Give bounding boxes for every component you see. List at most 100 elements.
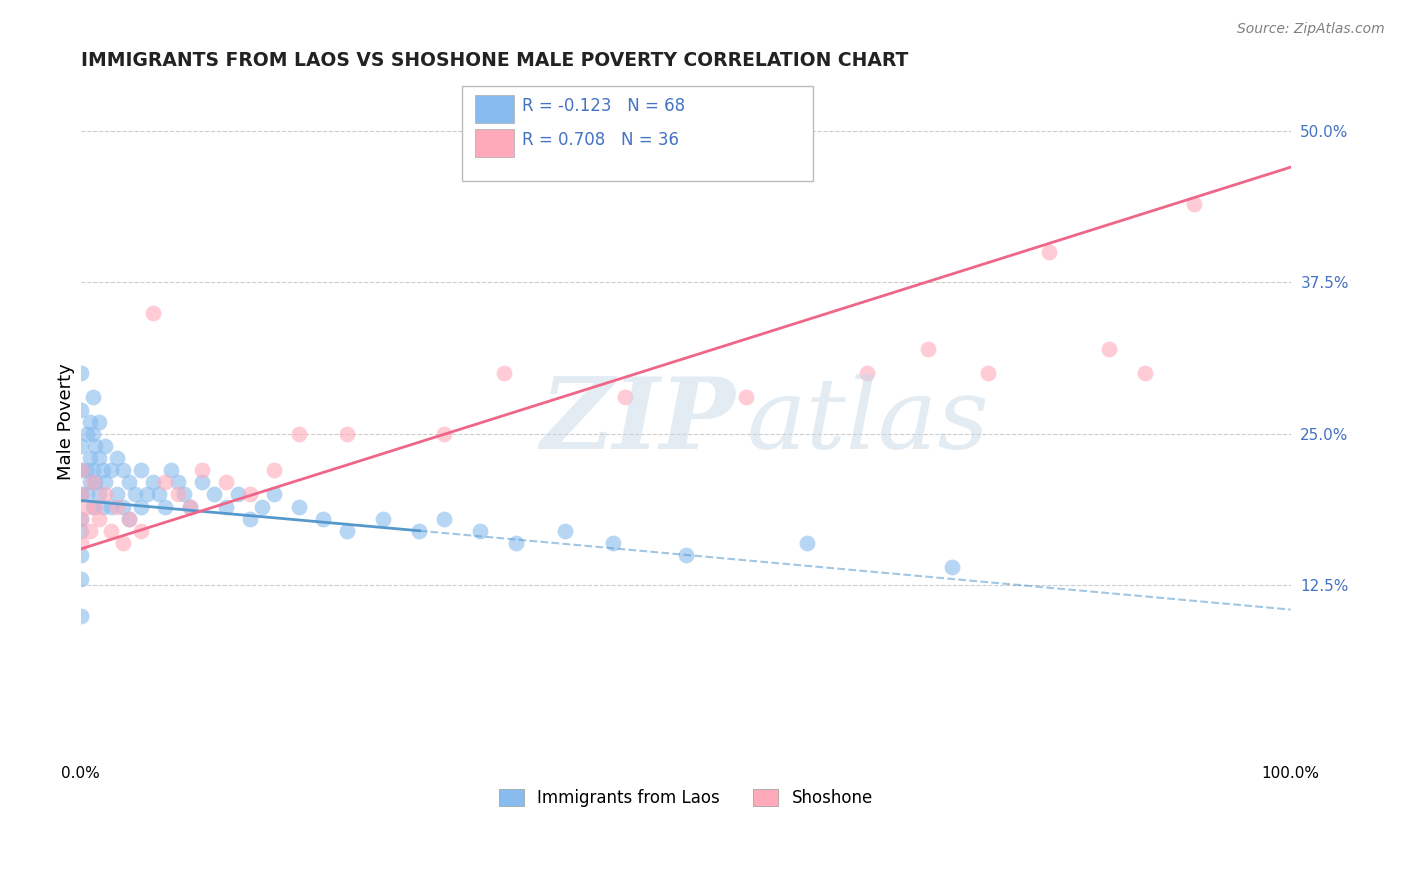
Point <box>91 463 114 477</box>
FancyBboxPatch shape <box>475 128 513 157</box>
Point <box>433 511 456 525</box>
Point <box>190 463 212 477</box>
Point <box>69 487 91 501</box>
Point <box>82 500 104 514</box>
Point <box>69 524 91 538</box>
Point <box>373 511 395 525</box>
Point <box>129 463 152 477</box>
Point <box>735 391 758 405</box>
Point <box>87 415 110 429</box>
Text: R = 0.708   N = 36: R = 0.708 N = 36 <box>523 131 679 149</box>
Point <box>179 500 201 514</box>
Point <box>84 439 107 453</box>
Point <box>69 548 91 562</box>
Point <box>155 500 177 514</box>
Point <box>190 475 212 490</box>
Point <box>155 475 177 490</box>
Point <box>129 500 152 514</box>
Point <box>87 487 110 501</box>
Point <box>239 511 262 525</box>
Point <box>614 391 637 405</box>
FancyBboxPatch shape <box>461 86 813 181</box>
Point <box>250 500 273 514</box>
Point <box>263 487 285 501</box>
Point <box>312 511 335 525</box>
Point <box>79 451 101 466</box>
Point <box>160 463 183 477</box>
Point <box>76 487 98 501</box>
Point <box>148 487 170 501</box>
Point <box>1038 245 1060 260</box>
FancyBboxPatch shape <box>475 95 513 123</box>
Text: R = -0.123   N = 68: R = -0.123 N = 68 <box>523 97 686 115</box>
Point <box>94 487 117 501</box>
Point <box>287 426 309 441</box>
Y-axis label: Male Poverty: Male Poverty <box>58 363 75 480</box>
Point <box>79 524 101 538</box>
Point <box>94 475 117 490</box>
Point <box>554 524 576 538</box>
Point <box>112 536 135 550</box>
Point <box>468 524 491 538</box>
Point <box>129 524 152 538</box>
Point <box>856 366 879 380</box>
Point <box>336 426 359 441</box>
Point <box>76 500 98 514</box>
Point <box>118 511 141 525</box>
Point <box>179 500 201 514</box>
Point <box>100 463 122 477</box>
Point <box>1135 366 1157 380</box>
Point <box>1098 342 1121 356</box>
Point <box>112 500 135 514</box>
Point <box>602 536 624 550</box>
Point <box>76 426 98 441</box>
Point <box>173 487 195 501</box>
Point <box>142 475 165 490</box>
Point <box>941 560 963 574</box>
Point <box>977 366 1000 380</box>
Point <box>69 402 91 417</box>
Point <box>82 426 104 441</box>
Point <box>69 536 91 550</box>
Point <box>84 475 107 490</box>
Point <box>69 439 91 453</box>
Point <box>215 475 238 490</box>
Point <box>69 487 91 501</box>
Point <box>336 524 359 538</box>
Point <box>76 463 98 477</box>
Point <box>166 487 188 501</box>
Point <box>105 500 128 514</box>
Point <box>263 463 285 477</box>
Text: ZIP: ZIP <box>540 374 735 470</box>
Point <box>84 500 107 514</box>
Point <box>287 500 309 514</box>
Text: atlas: atlas <box>747 374 988 469</box>
Point <box>136 487 159 501</box>
Point <box>118 475 141 490</box>
Point <box>226 487 249 501</box>
Point <box>100 500 122 514</box>
Point <box>118 511 141 525</box>
Point <box>69 511 91 525</box>
Point <box>494 366 516 380</box>
Point <box>79 475 101 490</box>
Point <box>408 524 430 538</box>
Point <box>82 391 104 405</box>
Point <box>69 463 91 477</box>
Point <box>202 487 225 501</box>
Point <box>166 475 188 490</box>
Point <box>69 463 91 477</box>
Point <box>87 451 110 466</box>
Point <box>105 451 128 466</box>
Point <box>917 342 939 356</box>
Point <box>94 439 117 453</box>
Point <box>796 536 818 550</box>
Point <box>91 500 114 514</box>
Point <box>505 536 527 550</box>
Point <box>69 572 91 586</box>
Point <box>142 305 165 319</box>
Point <box>100 524 122 538</box>
Point <box>69 366 91 380</box>
Point <box>124 487 146 501</box>
Point <box>215 500 238 514</box>
